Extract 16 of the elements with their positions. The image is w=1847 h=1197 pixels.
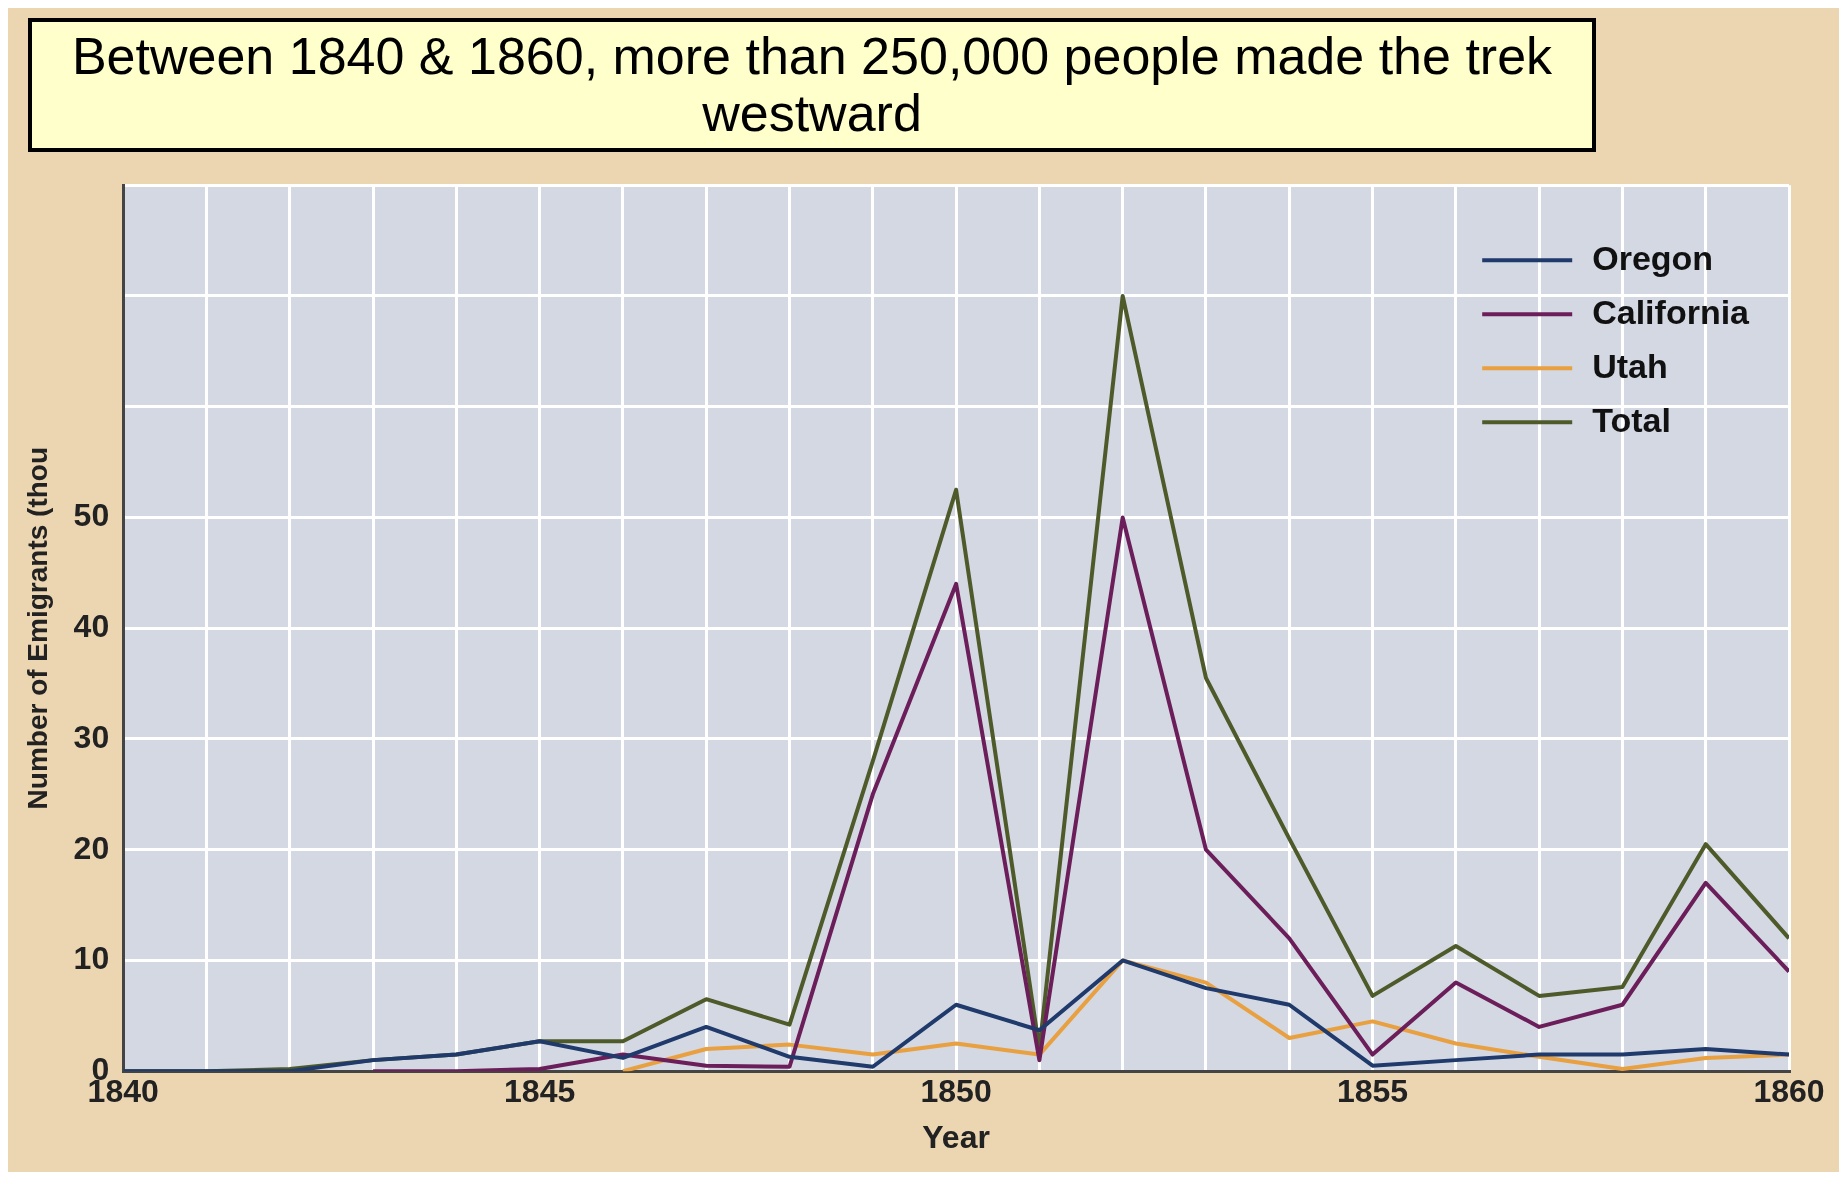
x-tick-label: 1860 xyxy=(1753,1073,1825,1110)
legend-label: Utah xyxy=(1592,346,1668,385)
x-axis-title: Year xyxy=(922,1119,990,1155)
chart-title: Between 1840 & 1860, more than 250,000 people made the trek westward xyxy=(28,18,1596,153)
x-tick-label: 1850 xyxy=(920,1073,992,1110)
y-tick-label: 40 xyxy=(73,608,110,645)
y-tick-label: 10 xyxy=(73,940,110,977)
y-tick-label: 50 xyxy=(73,497,110,534)
legend-label: California xyxy=(1592,292,1751,331)
legend-label: Total xyxy=(1592,400,1671,439)
y-tick-label: 30 xyxy=(73,719,110,756)
legend-label: Oregon xyxy=(1592,238,1714,277)
y-tick-label: 20 xyxy=(73,829,110,866)
x-tick-label: 1855 xyxy=(1336,1073,1409,1110)
y-axis-title: Number of Emigrants (thou xyxy=(21,447,53,810)
x-tick-label: 1845 xyxy=(504,1073,576,1110)
